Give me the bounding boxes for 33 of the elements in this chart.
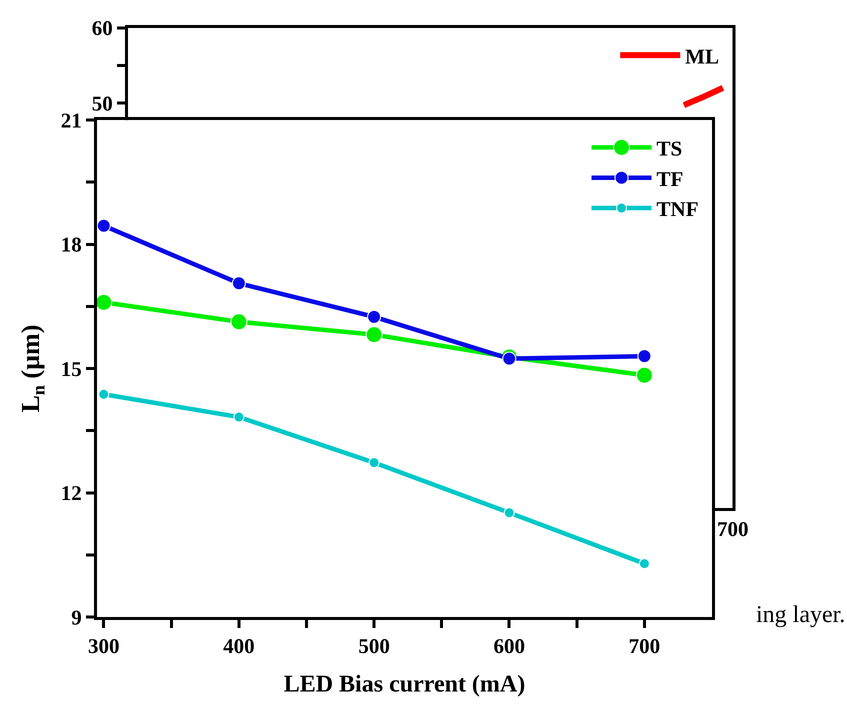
y-tick-label: 50 xyxy=(92,91,113,116)
point xyxy=(636,366,653,384)
point xyxy=(95,294,112,311)
x-tick-label: 600 xyxy=(493,634,525,658)
point xyxy=(637,349,652,364)
legend-label: ML xyxy=(685,44,720,68)
y-tick-label: 12 xyxy=(60,481,82,506)
point xyxy=(233,412,244,423)
point xyxy=(98,388,110,400)
x-tick-label: 400 xyxy=(223,634,255,658)
point xyxy=(638,558,650,570)
point xyxy=(366,326,383,344)
legend-label: TS xyxy=(656,136,682,161)
legend-label: TF xyxy=(656,166,684,191)
y-tick-label: 9 xyxy=(71,605,82,630)
point xyxy=(367,310,382,324)
x-tick-label: 700 xyxy=(628,634,660,658)
y-tick-label: 18 xyxy=(60,232,82,257)
point xyxy=(230,313,248,330)
text: 700 xyxy=(717,517,748,541)
y-tick-label: 15 xyxy=(60,356,82,381)
x-axis-title: LED Bias current (mA) xyxy=(284,672,526,698)
y-tick-label: 21 xyxy=(60,108,82,132)
y-tick-label: 60 xyxy=(92,16,113,40)
x-tick-label: 300 xyxy=(88,634,120,658)
point xyxy=(368,457,380,468)
x-tick-label: 500 xyxy=(358,634,390,658)
point xyxy=(502,352,516,366)
point xyxy=(96,218,111,233)
point xyxy=(504,507,515,518)
text: ing layer. xyxy=(756,602,846,628)
legend-label: TNF xyxy=(656,197,699,222)
point xyxy=(232,276,246,290)
